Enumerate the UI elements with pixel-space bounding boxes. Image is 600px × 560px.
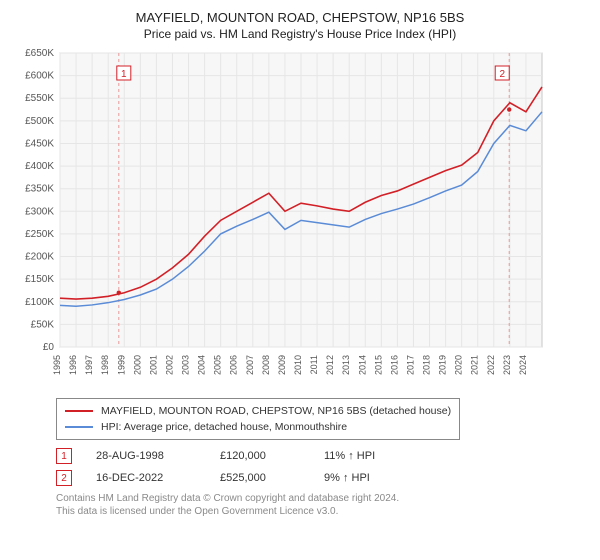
legend: MAYFIELD, MOUNTON ROAD, CHEPSTOW, NP16 5… (56, 398, 460, 440)
svg-text:2006: 2006 (229, 355, 239, 375)
legend-row-series1: MAYFIELD, MOUNTON ROAD, CHEPSTOW, NP16 5… (65, 403, 451, 419)
svg-text:1999: 1999 (116, 355, 126, 375)
footnote-line2: This data is licensed under the Open Gov… (56, 505, 588, 518)
legend-row-series2: HPI: Average price, detached house, Monm… (65, 419, 451, 435)
event-hpi-diff: 9% ↑ HPI (324, 472, 414, 484)
svg-text:£150K: £150K (25, 274, 54, 285)
legend-swatch-series2 (65, 426, 93, 428)
svg-text:£500K: £500K (25, 116, 54, 127)
event-date: 28-AUG-1998 (96, 450, 196, 462)
svg-text:2013: 2013 (341, 355, 351, 375)
svg-text:2014: 2014 (357, 355, 367, 375)
svg-text:1996: 1996 (68, 355, 78, 375)
footnote-line1: Contains HM Land Registry data © Crown c… (56, 492, 588, 505)
event-date: 16-DEC-2022 (96, 472, 196, 484)
svg-text:2021: 2021 (470, 355, 480, 375)
event-row: 2 16-DEC-2022 £525,000 9% ↑ HPI (56, 470, 588, 486)
svg-text:£600K: £600K (25, 71, 54, 82)
svg-text:2017: 2017 (405, 355, 415, 375)
legend-swatch-series1 (65, 410, 93, 412)
svg-text:2001: 2001 (148, 355, 158, 375)
svg-text:£50K: £50K (31, 319, 55, 330)
event-row: 1 28-AUG-1998 £120,000 11% ↑ HPI (56, 448, 588, 464)
svg-text:2020: 2020 (454, 355, 464, 375)
chart-title: MAYFIELD, MOUNTON ROAD, CHEPSTOW, NP16 5… (12, 10, 588, 25)
svg-text:£450K: £450K (25, 138, 54, 149)
svg-text:2015: 2015 (373, 355, 383, 375)
svg-text:£350K: £350K (25, 184, 54, 195)
price-chart: £0 £50K £100K £150K £200K £250K £300K £350K £400… (12, 47, 552, 387)
svg-text:£250K: £250K (25, 229, 54, 240)
svg-text:2008: 2008 (261, 355, 271, 375)
svg-text:£650K: £650K (25, 48, 54, 59)
svg-text:£400K: £400K (25, 161, 54, 172)
svg-text:1995: 1995 (52, 355, 62, 375)
events-table: 1 28-AUG-1998 £120,000 11% ↑ HPI 2 16-DE… (56, 448, 588, 486)
svg-text:2019: 2019 (438, 355, 448, 375)
event-price: £525,000 (220, 472, 300, 484)
chart-subtitle: Price paid vs. HM Land Registry's House … (12, 27, 588, 41)
svg-text:2010: 2010 (293, 355, 303, 375)
event-marker-1: 1 (56, 448, 72, 464)
svg-text:2009: 2009 (277, 355, 287, 375)
legend-label-series1: MAYFIELD, MOUNTON ROAD, CHEPSTOW, NP16 5… (101, 403, 451, 419)
svg-text:£200K: £200K (25, 252, 54, 263)
svg-text:£0: £0 (43, 342, 55, 353)
event-hpi-diff: 11% ↑ HPI (324, 450, 414, 462)
svg-text:2005: 2005 (213, 355, 223, 375)
svg-text:1997: 1997 (84, 355, 94, 375)
svg-text:£550K: £550K (25, 93, 54, 104)
svg-text:£300K: £300K (25, 206, 54, 217)
svg-text:£100K: £100K (25, 297, 54, 308)
svg-text:2018: 2018 (422, 355, 432, 375)
legend-label-series2: HPI: Average price, detached house, Monm… (101, 419, 347, 435)
svg-text:1998: 1998 (100, 355, 110, 375)
svg-text:2016: 2016 (389, 355, 399, 375)
svg-text:2024: 2024 (518, 355, 528, 375)
svg-text:2023: 2023 (502, 355, 512, 375)
svg-text:1: 1 (121, 69, 127, 80)
svg-text:2012: 2012 (325, 355, 335, 375)
footnote: Contains HM Land Registry data © Crown c… (56, 492, 588, 518)
event-price: £120,000 (220, 450, 300, 462)
svg-text:2002: 2002 (164, 355, 174, 375)
svg-text:2007: 2007 (245, 355, 255, 375)
event-marker-2: 2 (56, 470, 72, 486)
svg-text:2011: 2011 (309, 355, 319, 374)
svg-text:2: 2 (499, 69, 505, 80)
svg-text:2003: 2003 (181, 355, 191, 375)
svg-text:2000: 2000 (132, 355, 142, 375)
svg-text:2022: 2022 (486, 355, 496, 375)
svg-text:2004: 2004 (197, 355, 207, 375)
